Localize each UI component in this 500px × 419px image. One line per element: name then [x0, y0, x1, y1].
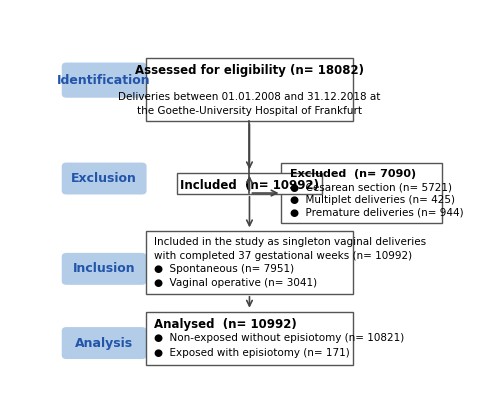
Text: Identification: Identification — [58, 74, 151, 87]
Text: ●  Multiplet deliveries (n= 425): ● Multiplet deliveries (n= 425) — [290, 195, 455, 205]
Text: Excluded  (n= 7090): Excluded (n= 7090) — [290, 169, 416, 179]
Text: ●  Premature deliveries (n= 944): ● Premature deliveries (n= 944) — [290, 208, 464, 218]
Text: Inclusion: Inclusion — [73, 262, 136, 275]
FancyBboxPatch shape — [62, 253, 146, 285]
FancyBboxPatch shape — [62, 62, 146, 98]
Text: Assessed for eligibility (n= 18082): Assessed for eligibility (n= 18082) — [135, 64, 364, 77]
Text: Exclusion: Exclusion — [71, 172, 137, 185]
Bar — [146, 312, 353, 365]
Text: the Goethe-University Hospital of Frankfurt: the Goethe-University Hospital of Frankf… — [137, 106, 362, 116]
Bar — [146, 231, 353, 294]
Text: Included in the study as singleton vaginal deliveries: Included in the study as singleton vagin… — [154, 237, 426, 247]
Text: ●  Vaginal operative (n= 3041): ● Vaginal operative (n= 3041) — [154, 278, 318, 288]
Text: Deliveries between 01.01.2008 and 31.12.2018 at: Deliveries between 01.01.2008 and 31.12.… — [118, 92, 380, 102]
Bar — [177, 173, 322, 194]
Bar — [146, 58, 353, 121]
Text: ●  Exposed with episiotomy (n= 171): ● Exposed with episiotomy (n= 171) — [154, 348, 350, 358]
FancyBboxPatch shape — [62, 327, 146, 359]
Text: ●  Spontaneous (n= 7951): ● Spontaneous (n= 7951) — [154, 264, 294, 274]
Text: ●  Non-exposed without episiotomy (n= 10821): ● Non-exposed without episiotomy (n= 108… — [154, 333, 404, 343]
Text: with completed 37 gestational weeks (n= 10992): with completed 37 gestational weeks (n= … — [154, 251, 412, 261]
FancyBboxPatch shape — [62, 163, 146, 194]
Text: Included  (n= 10992): Included (n= 10992) — [180, 179, 319, 192]
Text: Analysis: Analysis — [75, 336, 133, 349]
Text: ●  Cesarean section (n= 5721): ● Cesarean section (n= 5721) — [290, 182, 452, 192]
Text: Analysed  (n= 10992): Analysed (n= 10992) — [154, 318, 297, 331]
Bar — [282, 163, 442, 223]
